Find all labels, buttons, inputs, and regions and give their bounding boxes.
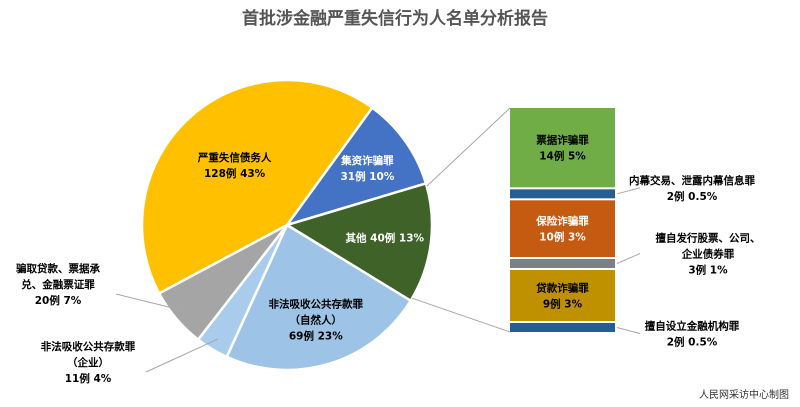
leader-line <box>616 327 641 334</box>
breakdown-segment <box>510 200 615 257</box>
connector-line <box>426 107 511 187</box>
breakdown-segment <box>510 259 615 268</box>
pie-slice <box>225 223 413 372</box>
leader-line <box>115 293 186 312</box>
slice-label: 非法吸收公共存款罪（企业） 11例 4% <box>41 340 136 385</box>
breakdown-segment <box>510 189 615 199</box>
breakdown-label: 保险诈骗罪 10例 3% <box>535 215 589 244</box>
pie-slice <box>140 78 374 296</box>
leader-line <box>616 253 641 264</box>
leader-line <box>616 187 641 195</box>
slice-label: 非法吸收公共存款罪（自然人） 69例 23% <box>269 297 364 342</box>
connector-line <box>411 297 511 333</box>
pie-slice <box>283 181 434 303</box>
slice-label: 骗取贷款、票据承兑、金融票证罪 20例 7% <box>16 262 100 307</box>
breakdown-label: 票据诈骗罪 14例 5% <box>536 134 589 163</box>
breakdown-segment <box>510 323 615 332</box>
slice-label: 其他 40例 13% <box>345 232 424 245</box>
slice-label: 集资诈骗罪 31例 10% <box>340 154 395 183</box>
breakdown-segment <box>510 270 615 321</box>
breakdown-label: 擅自设立金融机构罪 2例 0.5% <box>645 320 740 349</box>
chart-credit: 人民网采访中心制图 <box>699 388 789 401</box>
breakdown-label: 擅自发行股票、公司、企业债券罪 3例 1% <box>656 232 761 277</box>
breakdown-label: 贷款诈骗罪 9例 3% <box>536 282 589 311</box>
breakdown-segment <box>510 108 615 188</box>
breakdown-label: 内幕交易、泄露内幕信息罪 2例 0.5% <box>629 174 755 203</box>
slice-label: 严重失信债务人 128例 43% <box>197 151 272 180</box>
chart-title: 首批涉金融严重失信行为人名单分析报告 <box>242 8 548 29</box>
pie-slice <box>283 105 428 228</box>
leader-line <box>145 338 219 373</box>
